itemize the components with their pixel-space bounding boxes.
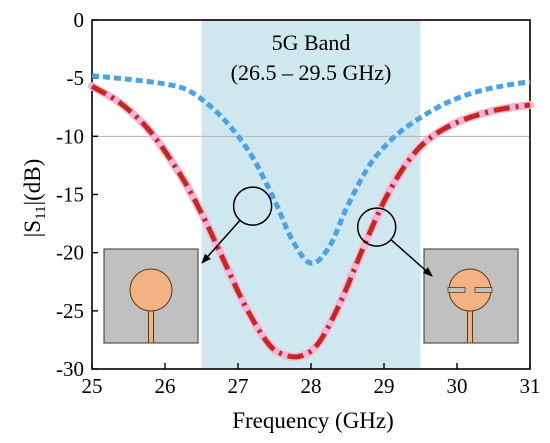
ticks-layer: 25 26 27 28 29 30 31 0 -5 -10 -15 -20 -25 -30 [56, 8, 541, 398]
right-inset-slot-left [447, 287, 466, 293]
y-axis-title-subscript: 11 [33, 205, 49, 219]
y-tick-label: -25 [56, 299, 84, 323]
annotation-circle-2 [356, 207, 397, 247]
y-axis-title: |S11|(dB) [20, 159, 49, 238]
series-line-2 [90, 84, 531, 360]
y-tick-label: -20 [56, 241, 84, 265]
x-axis-title: Frequency (GHz) [232, 408, 394, 433]
annotation-arrow-2 [390, 239, 433, 277]
left-inset-antenna [103, 248, 199, 344]
right-inset-antenna [423, 248, 519, 344]
y-tick-label: -30 [56, 357, 84, 381]
left-inset-feedline [148, 307, 154, 344]
x-tick-label: 27 [228, 374, 249, 398]
left-inset-patch [129, 268, 173, 312]
x-tick-label: 30 [447, 374, 468, 398]
annotation-layer [201, 186, 433, 277]
band-label-line1: 5G Band [272, 30, 351, 55]
series-layer [88, 73, 534, 361]
y-axis-title-suffix: |(dB) [20, 159, 45, 206]
y-tick-label: -15 [56, 183, 84, 207]
y-axis-title-prefix: |S [20, 220, 45, 237]
annotation-circle-1 [232, 186, 273, 226]
annotation-arrow-1 [201, 219, 241, 264]
x-tick-label: 31 [520, 374, 541, 398]
y-tick-label: 0 [74, 8, 85, 32]
x-tick-label: 29 [374, 374, 395, 398]
right-inset-slot-right [474, 287, 493, 293]
y-tick-label: -5 [67, 66, 85, 90]
x-tick-label: 26 [155, 374, 176, 398]
x-tick-label: 25 [82, 374, 103, 398]
band-label-line2: (26.5 – 29.5 GHz) [231, 60, 392, 85]
right-inset-feedline [467, 307, 473, 344]
series-line-1 [91, 73, 531, 266]
x-tick-label: 28 [301, 374, 322, 398]
y-tick-label: -10 [56, 124, 84, 148]
